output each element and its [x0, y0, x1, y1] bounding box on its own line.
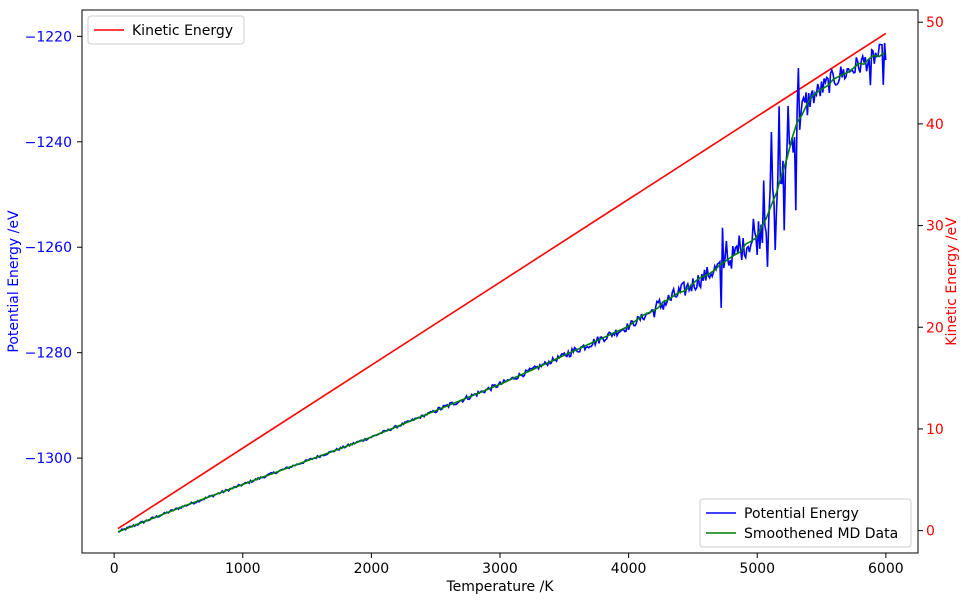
legend-box — [699, 498, 912, 548]
y-right-tick-label: 30 — [926, 219, 944, 235]
y-right-tick-label: 10 — [926, 422, 944, 438]
y-right-tick-label: 40 — [926, 117, 944, 133]
y-right-axis-title: Kinetic Energy /eV — [944, 217, 960, 346]
x-tick-label: 5000 — [739, 561, 775, 577]
plot-area — [117, 32, 887, 533]
legend-label: Potential Energy — [744, 506, 859, 522]
y-left-tick-label: −1280 — [25, 346, 72, 362]
legend-label: Smoothened MD Data — [744, 526, 898, 542]
series-line-smoothened-md-data — [117, 51, 886, 533]
series-line-kinetic-energy — [117, 32, 887, 530]
axes: 0 1000 2000 3000 4000 5000 6000 Temperature /K −… — [6, 9, 960, 595]
y-left-tick-label: −1220 — [25, 29, 72, 45]
x-tick-label: 2000 — [354, 561, 390, 577]
legend-box — [87, 15, 245, 45]
x-tick-label: 0 — [110, 561, 119, 577]
x-tick-label: 3000 — [482, 561, 518, 577]
legends: Kinetic Energy Potential Energy Smoothened… — [87, 15, 912, 548]
x-axis-title: Temperature /K — [445, 579, 554, 595]
y-right-tick-label: 50 — [926, 15, 944, 31]
x-tick-label: 1000 — [225, 561, 261, 577]
series-line-potential-energy — [117, 42, 887, 533]
legend-label: Kinetic Energy — [132, 23, 233, 39]
y-left-tick-label: −1300 — [25, 451, 72, 467]
y-left-tick-label: −1240 — [25, 135, 72, 151]
y-left-tick-label: −1260 — [25, 240, 72, 256]
y-left-axis-title: Potential Energy /eV — [6, 210, 22, 353]
y-right-tick-label: 0 — [926, 524, 935, 540]
x-tick-label: 6000 — [868, 561, 904, 577]
y-right-tick-label: 20 — [926, 320, 944, 336]
x-tick-label: 4000 — [611, 561, 647, 577]
